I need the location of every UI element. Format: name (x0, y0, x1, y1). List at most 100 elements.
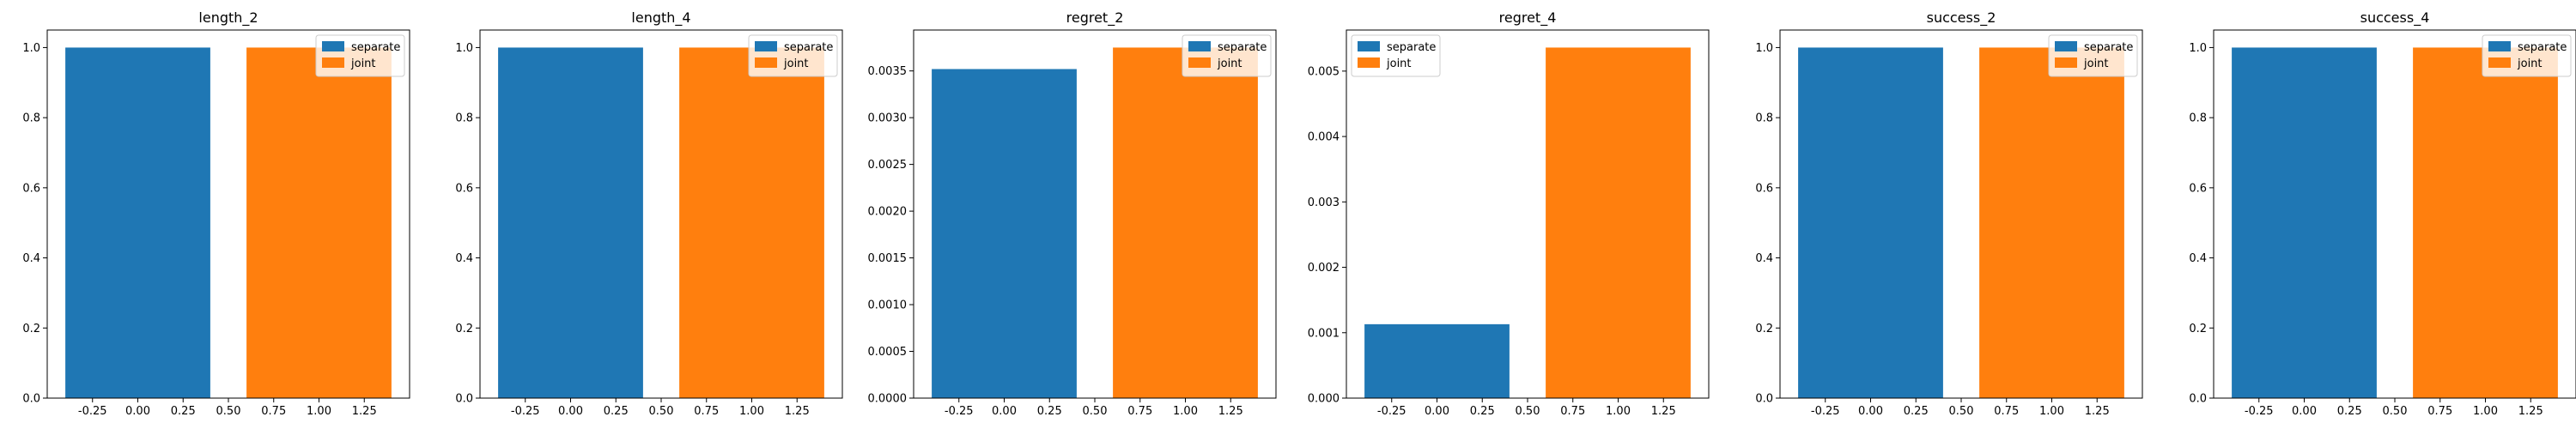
legend-label-joint: joint (1386, 57, 1412, 70)
y-tick-label: 0.0000 (868, 393, 908, 406)
legend: separate joint (2048, 34, 2138, 77)
x-tick-label: -0.25 (78, 405, 107, 418)
x-tick-label: -0.25 (1377, 405, 1406, 418)
legend-swatch-separate (755, 41, 777, 51)
y-tick-label: 0.2 (22, 323, 40, 335)
subplot-success_4: success_4 -0.25 0.00 0.25 0.50 0.75 1.00 1.25 0.… (2189, 9, 2576, 418)
bar-separate (2232, 47, 2377, 399)
y-tick-label: 0.2 (455, 323, 473, 335)
x-tick-label: 0.25 (1470, 405, 1495, 418)
legend-swatch-joint (1358, 57, 1380, 68)
bar-separate (1364, 323, 1510, 398)
x-tick-label: -0.25 (945, 405, 974, 418)
y-tick-label: 0.002 (1308, 262, 1340, 275)
x-tick-label: 1.25 (2518, 405, 2543, 418)
legend-label-joint: joint (2517, 57, 2543, 70)
legend: separate joint (1351, 34, 1441, 77)
bar-separate (932, 69, 1077, 399)
x-tick-label: 0.00 (2292, 405, 2317, 418)
y-tick-label: 1.0 (1755, 42, 1773, 55)
y-tick-label: 0.2 (1755, 323, 1773, 335)
x-tick-label: 1.25 (1651, 405, 1676, 418)
y-tick-label: 0.0015 (868, 252, 908, 265)
y-tick-label: 0.001 (1308, 327, 1340, 340)
y-tick-label: 0.4 (455, 252, 473, 265)
y-tick-label: 0.6 (1755, 182, 1773, 195)
y-tick-label: 0.8 (1755, 112, 1773, 125)
y-tick-label: 0.005 (1308, 65, 1340, 78)
x-tick-label: 0.00 (125, 405, 150, 418)
legend-label-separate: separate (2084, 41, 2133, 54)
legend: separate joint (2482, 34, 2572, 77)
x-tick-label: 0.25 (2337, 405, 2362, 418)
y-tick-label: 0.6 (22, 182, 40, 195)
y-tick-label: 0.4 (1755, 252, 1773, 265)
legend-label-joint: joint (783, 57, 809, 70)
subplot-success_2: success_2 -0.25 0.00 0.25 0.50 0.75 1.00 1.25 0.… (1755, 9, 2143, 418)
x-tick-label: 1.25 (2085, 405, 2110, 418)
y-tick-label: 0.8 (22, 112, 40, 125)
y-tick-label: 0.0 (22, 393, 40, 406)
y-tick-label: 0.4 (2189, 252, 2207, 265)
legend: separate joint (1182, 34, 1272, 77)
legend-label-separate: separate (784, 41, 833, 54)
x-tick-label: -0.25 (1811, 405, 1840, 418)
legend-swatch-separate (2488, 41, 2511, 51)
x-tick-label: 0.25 (171, 405, 196, 418)
x-tick-label: 0.25 (604, 405, 629, 418)
legend-swatch-joint (1188, 57, 1211, 68)
x-tick-label: 0.25 (1037, 405, 1062, 418)
x-tick-label: 0.75 (261, 405, 286, 418)
x-tick-label: 0.50 (216, 405, 241, 418)
x-tick-label: 0.50 (2383, 405, 2408, 418)
x-tick-label: -0.25 (2245, 405, 2274, 418)
legend: separate joint (748, 34, 838, 77)
bar-joint (2413, 47, 2558, 399)
legend-swatch-separate (2055, 41, 2077, 51)
subplot-regret_2: regret_2 -0.25 0.00 0.25 0.50 0.75 1.00 1.25 0.0… (868, 9, 1277, 418)
y-tick-label: 0.0035 (868, 65, 908, 78)
x-tick-label: 0.75 (1560, 405, 1585, 418)
x-tick-label: 0.75 (2427, 405, 2452, 418)
x-tick-label: 0.00 (1858, 405, 1883, 418)
legend-swatch-joint (755, 57, 777, 68)
x-tick-label: 0.00 (558, 405, 583, 418)
x-tick-label: 0.50 (649, 405, 674, 418)
bar-separate (1798, 47, 1943, 399)
y-tick-label: 0.004 (1308, 131, 1340, 144)
y-tick-label: 0.0025 (868, 159, 908, 172)
y-tick-label: 0.0 (455, 393, 473, 406)
legend-label-separate: separate (351, 41, 400, 54)
x-tick-label: 0.50 (1516, 405, 1540, 418)
legend-swatch-joint (2055, 57, 2077, 68)
y-tick-label: 0.6 (2189, 182, 2207, 195)
legend-label-joint: joint (350, 57, 376, 70)
legend-swatch-joint (322, 57, 344, 68)
x-tick-label: 0.50 (1949, 405, 1974, 418)
subplot-regret_4: regret_4 -0.25 0.00 0.25 0.50 0.75 1.00 1.25 0.0… (1308, 9, 1710, 418)
x-tick-label: 0.75 (1127, 405, 1152, 418)
y-tick-label: 1.0 (22, 42, 40, 55)
x-tick-label: 1.25 (352, 405, 377, 418)
bar-separate (498, 47, 643, 399)
subplot-length_4: length_4 -0.25 0.00 0.25 0.50 0.75 1.00 1.25 0.0… (455, 9, 843, 418)
bar-joint (1113, 47, 1258, 399)
x-tick-label: 1.00 (2039, 405, 2064, 418)
x-tick-label: -0.25 (511, 405, 540, 418)
legend-label-joint: joint (1217, 57, 1242, 70)
subplot-length_2: length_2 -0.25 0.00 0.25 0.50 0.75 1.00 1.25 0.0… (22, 9, 410, 418)
bar-joint (246, 47, 392, 399)
chart-title: length_4 (631, 9, 690, 27)
legend-swatch-separate (1358, 41, 1380, 51)
x-tick-label: 1.25 (785, 405, 810, 418)
y-tick-label: 0.0 (2189, 393, 2207, 406)
y-tick-label: 0.0030 (868, 112, 908, 125)
x-tick-label: 1.00 (1606, 405, 1631, 418)
legend-label-separate: separate (1218, 41, 1267, 54)
legend-swatch-joint (2488, 57, 2511, 68)
y-tick-label: 0.0010 (868, 299, 908, 312)
legend-swatch-separate (1188, 41, 1211, 51)
legend-label-separate: separate (2518, 41, 2567, 54)
x-tick-label: 0.50 (1083, 405, 1108, 418)
